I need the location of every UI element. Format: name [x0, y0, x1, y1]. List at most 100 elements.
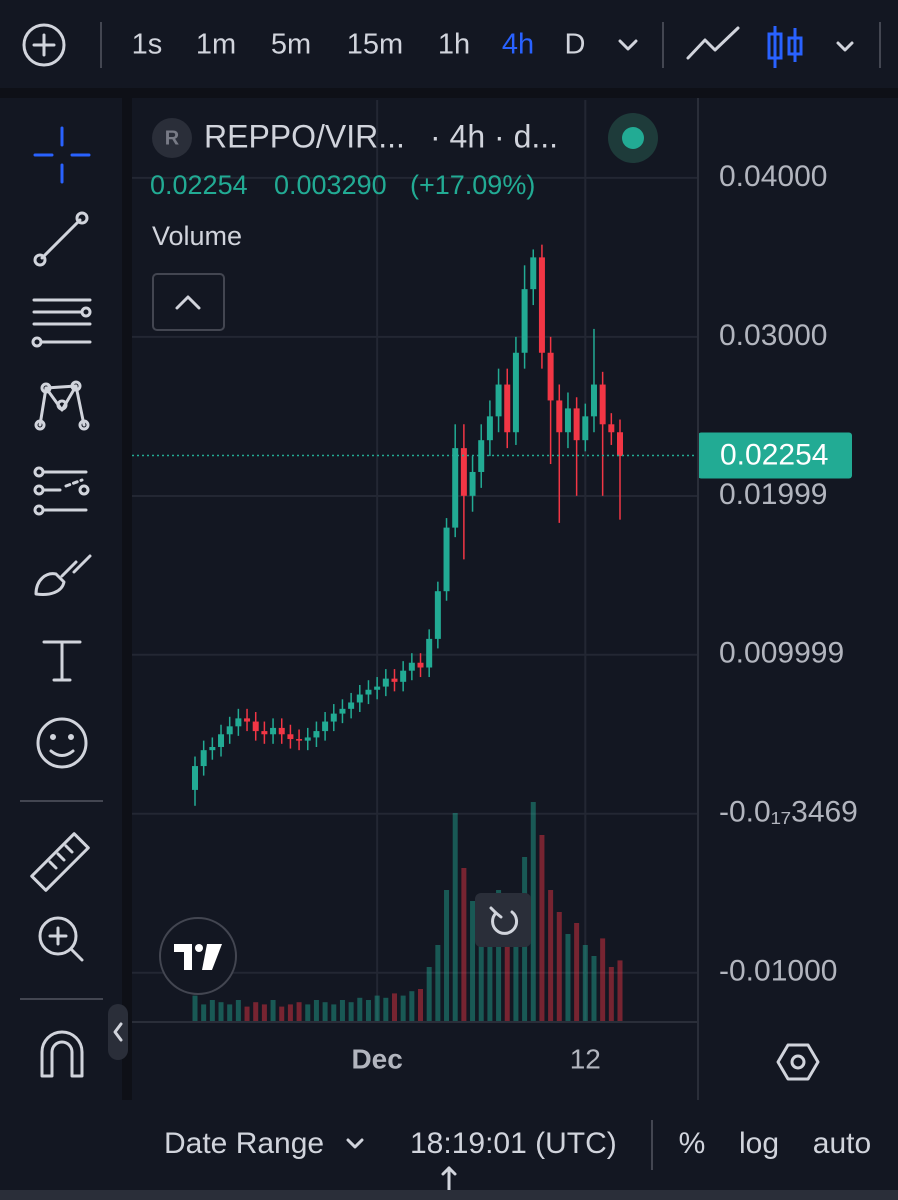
indicator-name[interactable]: Volume: [152, 221, 242, 251]
volume-bar: [565, 934, 571, 1022]
ruler-tool[interactable]: [30, 832, 90, 892]
add-symbol-button[interactable]: [22, 23, 66, 67]
add-symbol-button-part: [22, 23, 66, 67]
scale-button[interactable]: auto: [813, 1127, 871, 1160]
text-tool[interactable]: [42, 640, 82, 682]
volume-bar: [253, 1002, 259, 1022]
y-tick-label: 0.03000: [719, 319, 827, 352]
collapse-legend-icon: [175, 295, 201, 310]
collapse-toolbar-button[interactable]: [108, 1004, 128, 1060]
magnet-tool-part: [40, 1030, 84, 1078]
last-price-badge: [698, 432, 852, 479]
candle-body: [374, 686, 381, 690]
volume-bar: [435, 945, 441, 1022]
candle-body: [296, 739, 303, 741]
volume-bar: [365, 1000, 371, 1022]
reset-chart-button[interactable]: [475, 893, 531, 947]
candle-body: [426, 638, 433, 668]
volume-bar: [296, 1002, 302, 1022]
tradingview-logo[interactable]: [159, 917, 237, 995]
line-chart-button[interactable]: [686, 26, 740, 60]
symbol-name[interactable]: REPPO/VIR...: [204, 118, 405, 154]
zoom-tool[interactable]: [38, 916, 84, 962]
volume-bar: [305, 1004, 311, 1022]
interval-button[interactable]: D: [565, 29, 586, 61]
candle-body: [400, 670, 407, 682]
volume-bar: [617, 960, 623, 1022]
candle-body: [521, 289, 528, 353]
candle-body: [209, 746, 216, 751]
prediction-tool-part: [33, 484, 45, 496]
y-tick-label: -0.01000: [719, 955, 837, 988]
candle-body: [391, 678, 398, 682]
interval-button[interactable]: 4h: [502, 29, 534, 61]
symbol-icon: [152, 118, 192, 158]
prediction-tool[interactable]: [33, 466, 90, 516]
volume-bar: [426, 967, 432, 1022]
brush-tool-part: [34, 572, 66, 596]
collapse-legend-button[interactable]: [152, 273, 225, 331]
candle-body: [287, 734, 294, 740]
collapse-icon: [113, 1022, 123, 1042]
brush-tool[interactable]: [34, 554, 92, 596]
y-tick-label: 0.04000: [719, 160, 827, 193]
candle-body: [590, 384, 597, 417]
candle-body: [599, 384, 606, 425]
interval-dropdown[interactable]: [618, 39, 638, 51]
volume-bar: [539, 835, 545, 1022]
interval-button[interactable]: 1s: [132, 29, 163, 61]
volume-bar: [461, 868, 467, 1022]
candle-body: [313, 731, 320, 738]
volume-bar: [348, 1002, 354, 1022]
candle-body: [192, 766, 198, 790]
volume-bar: [487, 912, 493, 1022]
trend-line-tool-part: [33, 253, 47, 267]
volume-bar: [582, 945, 588, 1022]
candle-body: [469, 471, 476, 496]
scale-button[interactable]: log: [739, 1127, 779, 1160]
candle-body: [573, 408, 580, 441]
date-range-button[interactable]: Date Range: [164, 1127, 324, 1160]
x-tick-label: 12: [570, 1043, 601, 1074]
candle-body: [235, 718, 242, 727]
fib-tool[interactable]: [31, 298, 92, 348]
candle-body: [382, 678, 389, 687]
resize-handle-part: [441, 1166, 457, 1176]
interval-button[interactable]: 1m: [196, 29, 236, 61]
volume-bar: [322, 1002, 328, 1022]
candle-chart-button[interactable]: [767, 26, 803, 68]
brush-tool-part: [72, 554, 92, 574]
emoji-tool-part: [50, 734, 56, 740]
volume-bar: [339, 1000, 345, 1022]
timezone-button[interactable]: 18:19:01 (UTC): [410, 1127, 617, 1160]
candle-body: [226, 726, 233, 735]
candle-body: [582, 416, 589, 441]
candle-body: [443, 527, 450, 592]
y-tick-label: 0.009999: [719, 637, 844, 670]
ruler-tool-part: [48, 860, 58, 870]
tradingview-logo-mark: [174, 944, 222, 970]
crosshair-tool[interactable]: [33, 126, 91, 184]
chart-settings-button[interactable]: [776, 1043, 820, 1081]
candle-body: [261, 731, 268, 735]
scale-button[interactable]: %: [679, 1127, 706, 1160]
trend-line-tool[interactable]: [33, 211, 89, 267]
resize-handle[interactable]: [441, 1166, 457, 1192]
pattern-tool[interactable]: [34, 380, 90, 431]
interval-group: 1s 1m 5m 15m 1h 4h D: [132, 29, 586, 61]
emoji-tool[interactable]: [36, 717, 88, 769]
magnet-tool[interactable]: [40, 1030, 84, 1078]
brush-tool-part: [60, 560, 78, 578]
candle-body: [322, 721, 329, 732]
interval-button[interactable]: 5m: [271, 29, 311, 61]
candle-body: [252, 721, 259, 732]
chart-type-dropdown[interactable]: [836, 41, 854, 52]
interval-button[interactable]: 15m: [347, 29, 403, 61]
price-change: 0.003290: [274, 170, 387, 200]
ruler-tool-part: [30, 832, 90, 892]
candle-body: [270, 727, 277, 735]
prediction-tool-part: [64, 478, 84, 488]
tradingview-logo-mark-part: [195, 944, 203, 952]
volume-bar: [530, 802, 536, 1022]
interval-button[interactable]: 1h: [438, 29, 470, 61]
